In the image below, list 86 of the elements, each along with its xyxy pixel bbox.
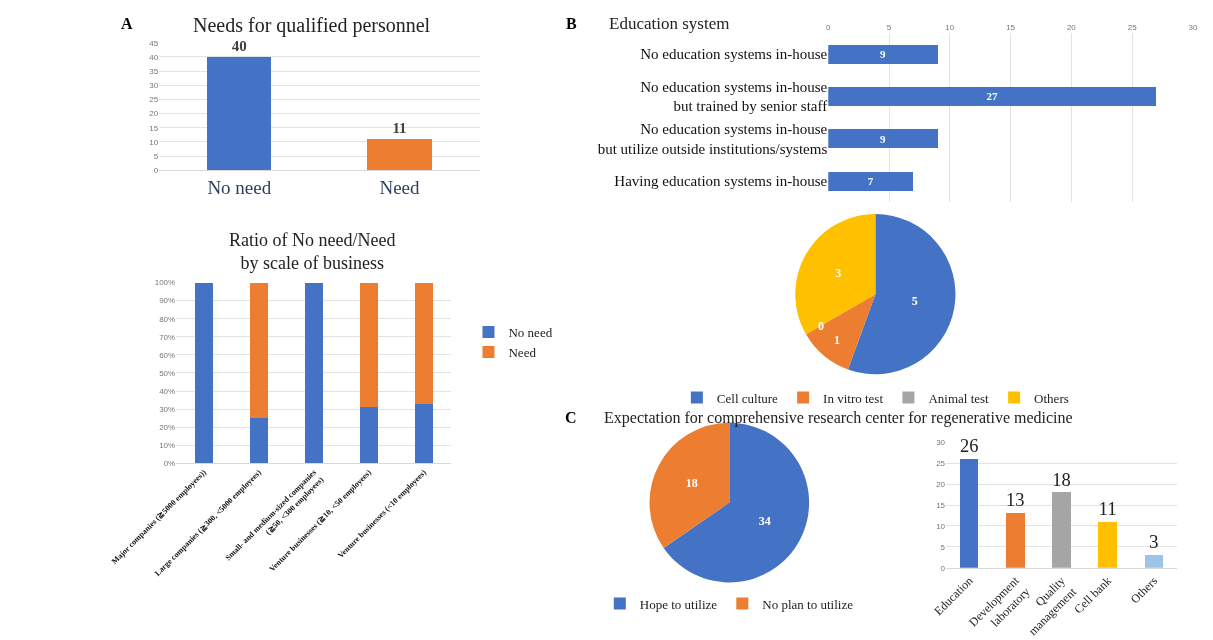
y-tick-label: No education systems in-house but utilize outside institutions/systems xyxy=(597,121,828,157)
pie-slice xyxy=(847,214,956,375)
x-tick-label: 15 xyxy=(1006,23,1016,33)
x-tick-label: 20 xyxy=(1066,23,1077,33)
y-tick-label: 40% xyxy=(159,386,176,396)
data-label: 26 xyxy=(959,436,979,457)
y-tick-label: 40 xyxy=(149,52,159,62)
data-label: 3 xyxy=(1149,531,1159,553)
y-tick-label: 0% xyxy=(163,459,176,469)
data-label: 1 xyxy=(834,332,841,347)
y-tick-label: 45 xyxy=(149,38,159,48)
y-tick-label: Having education systems in-house xyxy=(614,173,828,190)
text: A xyxy=(121,15,133,32)
bar xyxy=(828,44,938,64)
x-tick-label: 5 xyxy=(886,23,892,33)
x-tick-label: 30 xyxy=(1188,23,1198,33)
bar xyxy=(194,282,213,464)
y-tick-label: 70% xyxy=(159,332,176,342)
bar xyxy=(828,129,938,149)
data-label: 11 xyxy=(1098,497,1117,519)
legend-label: Others xyxy=(1034,390,1069,406)
y-tick-label: 25 xyxy=(936,458,946,468)
y-tick-label: 80% xyxy=(159,314,176,324)
y-tick-label: 20 xyxy=(149,109,159,119)
data-label: 27 xyxy=(986,90,999,103)
data-label: 9 xyxy=(879,132,886,145)
bar xyxy=(959,458,979,568)
y-tick-label: No education systems in-house but trained by senior staff xyxy=(640,78,828,115)
bar xyxy=(415,282,433,404)
pie-slice xyxy=(806,294,876,370)
data-label: 18 xyxy=(685,475,698,490)
y-tick-label: 20% xyxy=(159,423,176,433)
y-tick-label: 50% xyxy=(159,368,176,378)
y-tick-label: 30 xyxy=(149,81,159,91)
y-tick-label: 0 xyxy=(153,166,159,176)
chart-title: Ratio of No need/Need by scale of business xyxy=(229,230,396,274)
legend-label: Cell culture xyxy=(716,390,779,406)
y-tick-label: 5 xyxy=(153,151,159,161)
data-label: 3 xyxy=(835,265,842,280)
y-tick-label: 5 xyxy=(940,542,946,552)
y-tick-label: 20 xyxy=(936,479,946,489)
bar xyxy=(1006,513,1025,568)
y-tick-label: 30% xyxy=(159,404,176,414)
chart-title: Needs for qualified personnel xyxy=(193,14,431,37)
bar xyxy=(1144,555,1164,568)
data-label: 13 xyxy=(1006,490,1025,511)
data-label: 11 xyxy=(392,120,407,137)
bar xyxy=(1052,492,1071,568)
x-tick-label: 25 xyxy=(1127,23,1138,33)
y-tick-label: 60% xyxy=(159,350,176,360)
bar xyxy=(415,403,433,464)
bar xyxy=(828,171,914,191)
y-tick-label: 10% xyxy=(159,441,176,451)
y-tick-label: 100% xyxy=(154,278,176,288)
data-label: 7 xyxy=(867,175,874,188)
legend-label: Need xyxy=(508,344,537,360)
y-tick-label: No education systems in-house xyxy=(640,46,828,63)
data-label: 18 xyxy=(1052,469,1071,490)
text: B xyxy=(566,15,577,32)
data-label: 9 xyxy=(879,48,886,61)
bar xyxy=(249,418,268,464)
data-label: 34 xyxy=(758,514,771,529)
pie-slice xyxy=(795,214,876,335)
y-tick-label: 35 xyxy=(149,66,159,76)
legend-label: In vitro test xyxy=(823,390,884,406)
legend-label: Hope to utilize xyxy=(639,596,718,612)
y-tick-label: 10 xyxy=(149,137,159,147)
bar xyxy=(304,282,323,464)
bar xyxy=(249,282,268,419)
y-tick-label: 15 xyxy=(936,500,946,510)
text: Education system xyxy=(609,14,730,33)
text: C xyxy=(565,409,577,426)
bar xyxy=(359,282,378,408)
bar xyxy=(828,86,1157,107)
legend-label: Animal test xyxy=(928,390,990,406)
data-label: 5 xyxy=(911,294,918,309)
y-tick-label: 25 xyxy=(149,95,159,105)
data-label: 40 xyxy=(231,37,247,54)
legend-label: No plan to utilize xyxy=(762,596,854,612)
chart-title: Expectation for comprehensive research center for regenerative medicine xyxy=(604,409,1073,427)
y-tick-label: 30 xyxy=(936,437,946,447)
legend-label: No need xyxy=(508,325,553,341)
y-tick-label: 15 xyxy=(149,123,159,133)
y-tick-label: 90% xyxy=(159,296,176,306)
bar xyxy=(1098,521,1117,568)
bar xyxy=(359,407,378,464)
